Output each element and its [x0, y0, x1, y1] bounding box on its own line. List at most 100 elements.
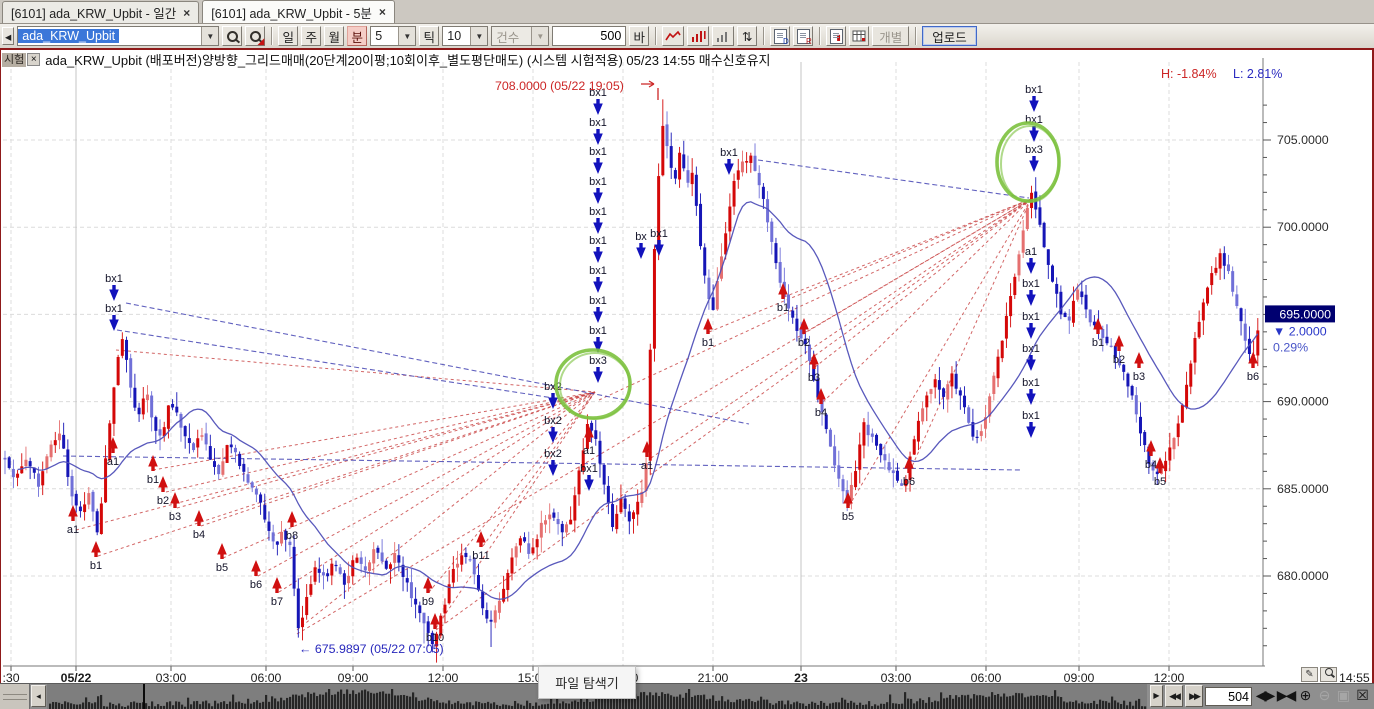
svg-text:b6: b6 [250, 579, 262, 591]
svg-text:bx: bx [635, 231, 647, 243]
period-minute-button[interactable]: 분 [347, 26, 368, 46]
svg-text:bx1: bx1 [580, 463, 598, 475]
tab-close-icon[interactable]: × [183, 5, 191, 20]
sort-updown-button[interactable]: ⇅ [737, 26, 758, 46]
chevron-down-icon[interactable]: ▼ [470, 27, 488, 45]
minute-interval-combobox[interactable]: 5 ▼ [370, 26, 417, 46]
chevron-down-icon[interactable]: ▼ [201, 27, 219, 45]
chart-panel: 시험 × ada_KRW_Upbit (배포버전)양방향_그리드매매(20단계2… [0, 50, 1374, 683]
svg-text:b1: b1 [147, 474, 159, 486]
svg-text:685.0000: 685.0000 [1277, 482, 1329, 496]
zoom-in-icon[interactable]: ⊕ [1299, 687, 1312, 703]
period-month-button[interactable]: 월 [324, 26, 345, 46]
chart-canvas[interactable]: bx1 bx1 bx1 bx1 bx1 bx1 bx1 bx1 bx1 bx1 bx1 bx3 bx2 b… [1, 50, 1374, 683]
svg-text:bx1: bx1 [1022, 278, 1040, 290]
separator [763, 27, 765, 45]
nav-prev-button[interactable]: ◀◀ [1165, 685, 1183, 707]
svg-text:b6: b6 [1247, 371, 1259, 383]
document-icon: D [773, 28, 789, 45]
chevron-down-icon: ▼ [531, 27, 549, 45]
svg-text:b10: b10 [426, 632, 444, 644]
svg-text:09:00: 09:00 [1064, 671, 1095, 683]
nav-play-button[interactable]: ▶ [1150, 685, 1163, 707]
upload-button[interactable]: 업로드 [922, 26, 977, 46]
moving-average [17, 201, 1259, 600]
bar-unit-button[interactable]: 바 [629, 26, 650, 46]
period-day-button[interactable]: 일 [278, 26, 299, 46]
tick-button[interactable]: 틱 [419, 26, 440, 46]
svg-text:21:00: 21:00 [698, 671, 729, 683]
report-chart-button[interactable]: ▮ [826, 26, 847, 46]
svg-text:bx1: bx1 [589, 87, 607, 99]
svg-text:bx1: bx1 [589, 325, 607, 337]
svg-text:b5: b5 [1154, 476, 1166, 488]
svg-text:a1: a1 [641, 460, 653, 472]
svg-text:b2: b2 [798, 337, 810, 349]
svg-text:bx1: bx1 [1022, 377, 1040, 389]
svg-text:bx3: bx3 [1025, 144, 1043, 156]
period-week-button[interactable]: 주 [301, 26, 322, 46]
scrollbar-left-button[interactable]: ◂ [31, 685, 46, 707]
chart-zoom-button[interactable] [1320, 667, 1337, 682]
svg-text:bx2: bx2 [544, 415, 562, 427]
draw-pencil-button[interactable]: ✎ [1301, 667, 1318, 682]
svg-text:09:00: 09:00 [338, 671, 369, 683]
svg-text:bx3: bx3 [589, 355, 607, 367]
svg-text:b3: b3 [1133, 371, 1145, 383]
svg-text:b3: b3 [808, 372, 820, 384]
svg-text:bx1: bx1 [589, 235, 607, 247]
svg-text:03:00: 03:00 [156, 671, 187, 683]
page-number-input[interactable] [1205, 687, 1252, 706]
svg-text:03:00: 03:00 [881, 671, 912, 683]
svg-text:bx1: bx1 [589, 206, 607, 218]
bar-count-input[interactable] [552, 26, 627, 46]
close-icon[interactable]: × [27, 53, 41, 66]
bar-chart-alert-button[interactable] [687, 26, 710, 46]
chart-title-row: 시험 × ada_KRW_Upbit (배포버전)양방향_그리드매매(20단계2… [2, 51, 770, 68]
svg-text:b11: b11 [472, 550, 490, 562]
svg-text:b4: b4 [815, 407, 827, 419]
svg-text:06:00: 06:00 [251, 671, 282, 683]
count-combobox: 건수 ▼ [491, 26, 550, 46]
tick-interval-combobox[interactable]: 10 ▼ [442, 26, 489, 46]
svg-text:05/22: 05/22 [61, 671, 92, 683]
tab-close-icon[interactable]: × [378, 5, 386, 19]
join-horizontal-icon[interactable]: ▶◀ [1276, 687, 1297, 703]
nav-next-button[interactable]: ▶▶ [1185, 685, 1203, 707]
svg-text::30: :30 [2, 671, 19, 683]
separator [271, 27, 273, 45]
scroll-left-button[interactable]: ◂ [2, 27, 15, 45]
svg-text:b2: b2 [1113, 354, 1125, 366]
bar-chart-icon [717, 32, 728, 42]
close-box-icon[interactable]: ☒ [1356, 687, 1369, 703]
svg-text:b1: b1 [90, 560, 102, 572]
chevron-down-icon[interactable]: ▼ [398, 27, 416, 45]
document-search-icon: R [796, 28, 812, 45]
svg-text:06:00: 06:00 [971, 671, 1002, 683]
svg-text:680.0000: 680.0000 [1277, 569, 1329, 583]
svg-text:705.0000: 705.0000 [1277, 133, 1329, 147]
taskbar-tooltip: 파일 탐색기 [538, 666, 636, 699]
grid-table-button[interactable] [849, 26, 870, 46]
bar-chart-alert-icon [692, 31, 706, 42]
split-horizontal-icon[interactable]: ◀▶ [1255, 687, 1276, 703]
bar-chart-button[interactable] [712, 26, 735, 46]
tab-5min[interactable]: [6101] ada_KRW_Upbit - 5분 × [202, 0, 395, 23]
splitter-grip[interactable] [0, 684, 30, 709]
minute-interval-value: 5 [375, 29, 383, 43]
svg-text:L: 2.81%: L: 2.81% [1233, 67, 1282, 81]
symbol-search-button[interactable]: ◢ [245, 26, 266, 46]
new-document-button[interactable]: D [770, 26, 791, 46]
svg-text:bx1: bx1 [589, 176, 607, 188]
search-icon [226, 30, 238, 42]
line-chart-button[interactable] [662, 26, 685, 46]
document-search-button[interactable]: R [793, 26, 814, 46]
symbol-combobox[interactable]: ada_KRW_Upbit ▼ [17, 26, 220, 46]
svg-text:b9: b9 [422, 596, 434, 608]
svg-text:b6: b6 [903, 476, 915, 488]
tab-daily[interactable]: [6101] ada_KRW_Upbit - 일간 × [2, 1, 200, 23]
svg-text:14:55: 14:55 [1339, 671, 1370, 683]
svg-text:← 675.9897 (05/22 07:05): ← 675.9897 (05/22 07:05) [299, 642, 444, 656]
line-chart-icon [665, 30, 681, 41]
search-button[interactable] [222, 26, 243, 46]
